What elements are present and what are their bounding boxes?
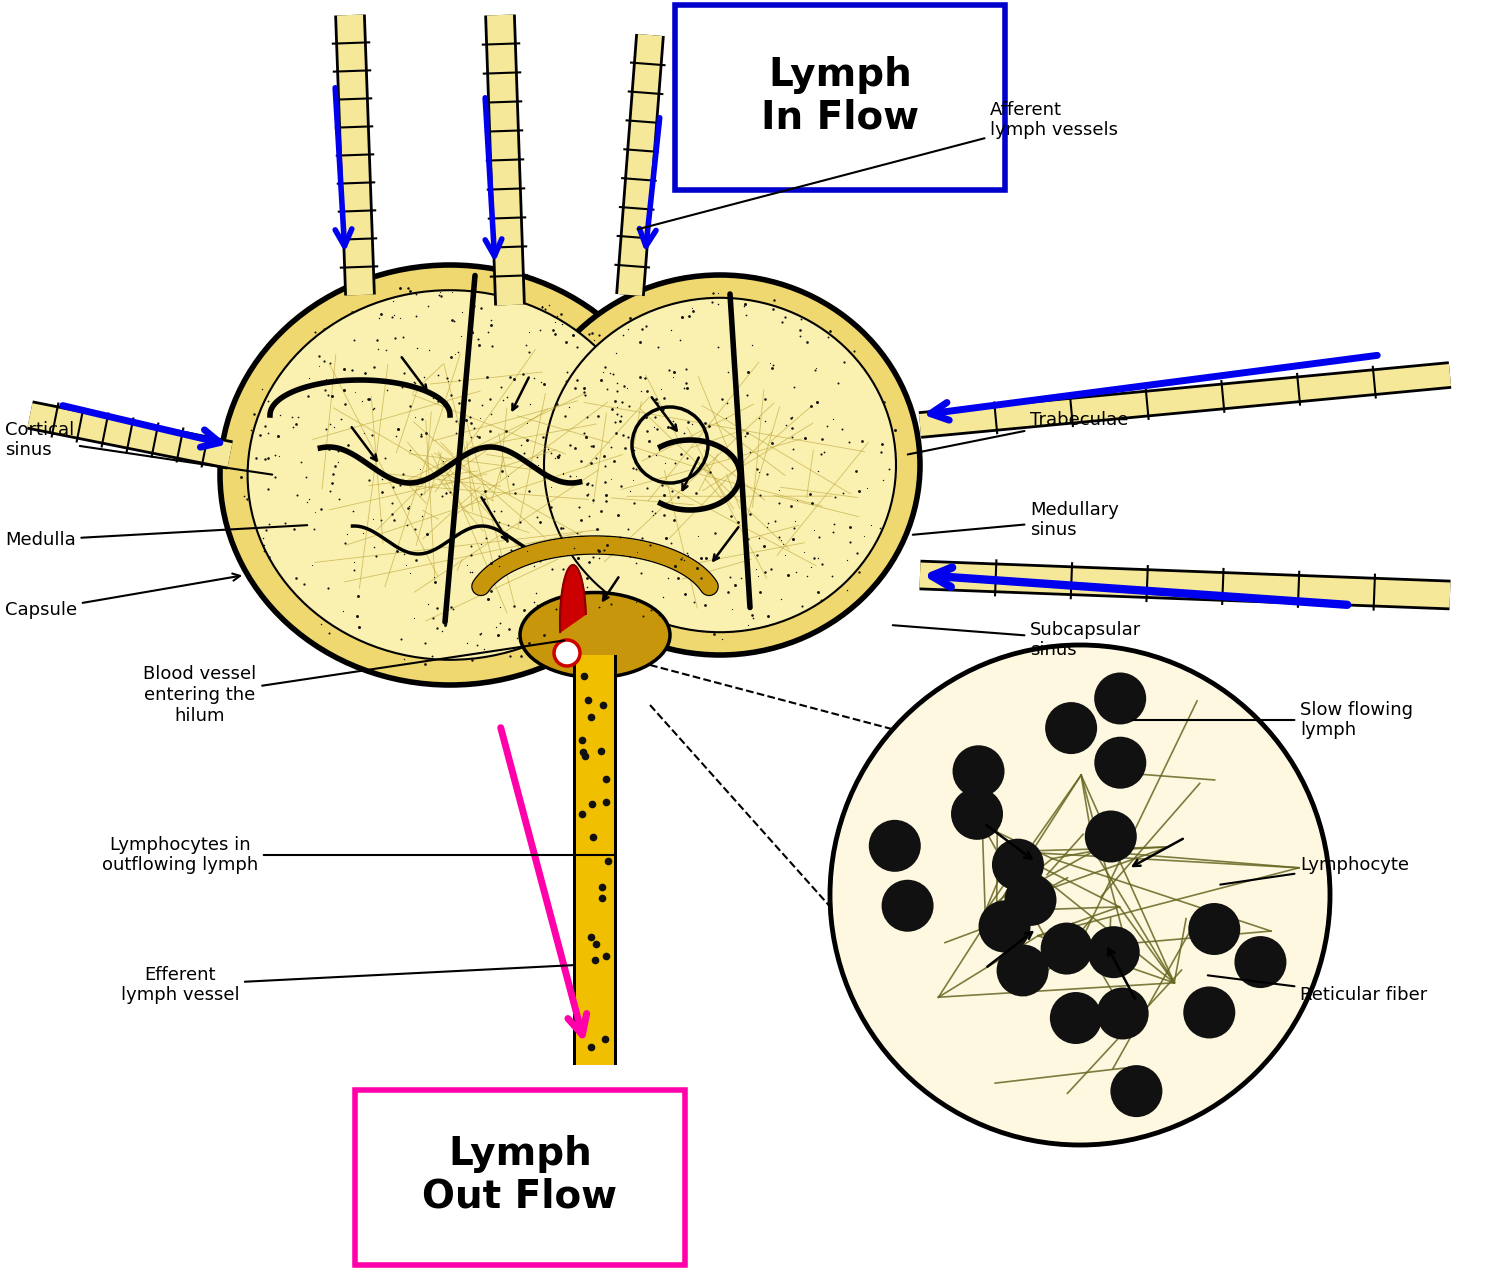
Circle shape bbox=[1234, 936, 1287, 988]
Circle shape bbox=[1046, 703, 1096, 754]
Circle shape bbox=[1110, 1065, 1162, 1117]
Text: Capsule: Capsule bbox=[4, 574, 240, 618]
FancyBboxPatch shape bbox=[675, 5, 1005, 190]
Circle shape bbox=[830, 645, 1330, 1145]
Bar bbox=[576, 655, 614, 1065]
Circle shape bbox=[952, 746, 1005, 797]
Ellipse shape bbox=[520, 275, 920, 655]
Text: Medullary
sinus: Medullary sinus bbox=[914, 501, 1119, 539]
Text: Subcapsular
sinus: Subcapsular sinus bbox=[892, 621, 1142, 659]
Ellipse shape bbox=[520, 593, 670, 677]
Ellipse shape bbox=[248, 291, 652, 659]
Circle shape bbox=[1095, 737, 1146, 789]
Circle shape bbox=[554, 640, 580, 666]
Text: Lymphocyte: Lymphocyte bbox=[1220, 856, 1408, 885]
Circle shape bbox=[1084, 811, 1137, 862]
Circle shape bbox=[992, 839, 1044, 891]
Text: Afferent
lymph vessels: Afferent lymph vessels bbox=[638, 101, 1118, 229]
Text: Cortical
sinus: Cortical sinus bbox=[4, 421, 273, 474]
Ellipse shape bbox=[220, 265, 680, 685]
Circle shape bbox=[996, 945, 1048, 997]
Text: Medulla: Medulla bbox=[4, 525, 308, 550]
Circle shape bbox=[1088, 926, 1140, 978]
FancyBboxPatch shape bbox=[356, 1090, 686, 1265]
Text: Trabeculae: Trabeculae bbox=[908, 411, 1128, 454]
Ellipse shape bbox=[544, 298, 896, 632]
Text: Lymphocytes in
outflowing lymph: Lymphocytes in outflowing lymph bbox=[102, 835, 614, 875]
Circle shape bbox=[978, 900, 1030, 952]
Circle shape bbox=[951, 788, 1004, 840]
Text: Reticular fiber: Reticular fiber bbox=[1208, 975, 1428, 1003]
Text: Efferent
lymph vessel: Efferent lymph vessel bbox=[120, 965, 573, 1005]
Text: Lymph
Out Flow: Lymph Out Flow bbox=[423, 1135, 618, 1215]
Polygon shape bbox=[560, 565, 586, 632]
Circle shape bbox=[1050, 992, 1102, 1044]
Text: Lymph
In Flow: Lymph In Flow bbox=[760, 56, 920, 136]
Circle shape bbox=[882, 880, 933, 932]
Bar bbox=[573, 655, 616, 1065]
Circle shape bbox=[1005, 873, 1056, 926]
Circle shape bbox=[868, 820, 921, 872]
Text: Blood vessel
entering the
hilum: Blood vessel entering the hilum bbox=[144, 640, 564, 724]
Circle shape bbox=[1094, 672, 1146, 724]
Circle shape bbox=[1188, 903, 1240, 955]
Circle shape bbox=[1096, 988, 1149, 1039]
Circle shape bbox=[1041, 923, 1092, 974]
Text: Slow flowing
lymph: Slow flowing lymph bbox=[1132, 700, 1413, 739]
Circle shape bbox=[1184, 987, 1236, 1038]
